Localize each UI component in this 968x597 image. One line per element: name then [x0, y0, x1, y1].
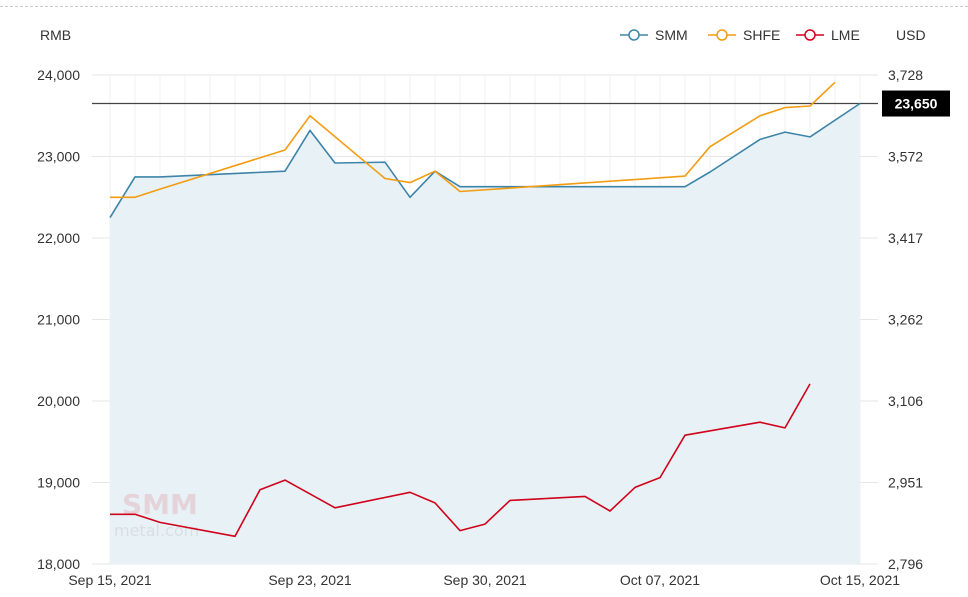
smm-area: [110, 103, 860, 564]
y-left-tick-label: 24,000: [37, 67, 80, 83]
legend-label-smm: SMM: [655, 27, 688, 43]
y-right-tick-label: 3,262: [888, 312, 923, 328]
smm-area-fill: [110, 103, 860, 564]
y-right-tick-label: 3,417: [888, 230, 923, 246]
legend-marker-lme: [804, 29, 816, 41]
legend-marker-smm: [628, 29, 640, 41]
y-left-tick-label: 19,000: [37, 475, 80, 491]
y-right-tick-label: 3,572: [888, 149, 923, 165]
y-right-tick-label: 2,796: [888, 556, 923, 572]
top-divider: [0, 6, 968, 7]
y-right-tick-label: 3,728: [888, 67, 923, 83]
reference-badge-label: 23,650: [895, 96, 938, 112]
y-right-unit: USD: [896, 27, 926, 43]
reference-line-group: 23,650: [92, 90, 950, 117]
reference-badge: [882, 90, 950, 117]
x-tick-label: Sep 15, 2021: [68, 572, 152, 588]
watermark-site: metal.com: [114, 521, 199, 540]
y-left-tick-label: 20,000: [37, 393, 80, 409]
y-left-tick-label: 23,000: [37, 149, 80, 165]
watermark-logo: SMM: [122, 488, 198, 521]
series-line-shfe: [110, 81, 836, 199]
series-line-lme: [110, 383, 811, 538]
axes: 24,000 3,728 23,000 3,572 22,000 3,417 21,000 3…: [37, 67, 923, 588]
series-line-smm: [109, 102, 861, 219]
legend-item-shfe[interactable]: SHFE: [708, 27, 780, 43]
y-left-unit: RMB: [40, 27, 71, 43]
series-lines: [109, 81, 861, 538]
y-right-tick-label: 2,951: [888, 475, 923, 491]
x-tick-label: Oct 15, 2021: [820, 572, 900, 588]
legend: SMM SHFE LME: [620, 27, 860, 43]
legend-label-shfe: SHFE: [743, 27, 780, 43]
y-right-tick-label: 3,106: [888, 393, 923, 409]
x-tick-label: Oct 07, 2021: [620, 572, 700, 588]
y-left-tick-label: 21,000: [37, 312, 80, 328]
y-left-tick-label: 22,000: [37, 230, 80, 246]
x-tick-label: Sep 23, 2021: [268, 572, 352, 588]
legend-marker-shfe: [716, 29, 728, 41]
x-tick-label: Sep 30, 2021: [443, 572, 527, 588]
y-left-tick-label: 18,000: [37, 556, 80, 572]
legend-item-lme[interactable]: LME: [796, 27, 860, 43]
legend-label-lme: LME: [831, 27, 860, 43]
legend-item-smm[interactable]: SMM: [620, 27, 688, 43]
